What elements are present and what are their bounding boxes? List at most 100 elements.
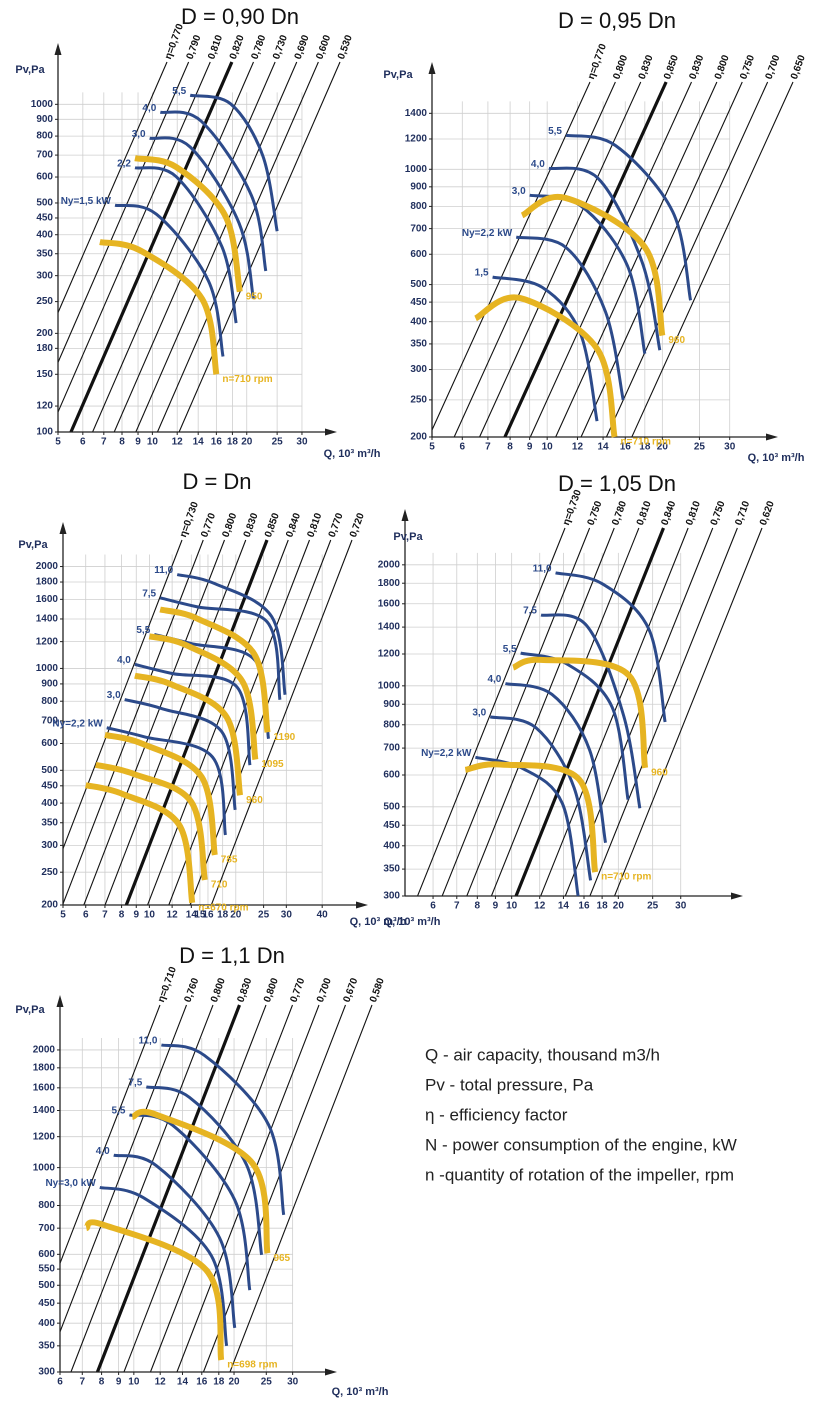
note: N - power consumption of the engine, kW: [425, 1135, 737, 1154]
y-tick-label: 1200: [33, 1131, 56, 1142]
efficiency-label: 0,700: [315, 976, 334, 1004]
curve-label: 7,5: [128, 1078, 142, 1089]
y-tick-label: 1600: [33, 1082, 56, 1093]
curve-label: 5,5: [503, 644, 517, 655]
y-tick-label: 1800: [378, 578, 401, 589]
curve-label: 3,0: [107, 690, 121, 701]
y-tick-label: 500: [36, 198, 53, 209]
x-tick-label: 6: [80, 437, 86, 448]
efficiency-label: 0,760: [182, 976, 201, 1004]
efficiency-label: 0,850: [662, 53, 681, 81]
x-tick-label: 18: [213, 1377, 225, 1388]
curve-label: n=698 rpm: [227, 1360, 277, 1371]
curve: [95, 761, 208, 881]
y-axis-arrow: [59, 522, 67, 534]
efficiency-label: 0,820: [228, 33, 247, 61]
x-tick-label: 40: [317, 910, 329, 921]
curve-label: 2,2: [117, 158, 131, 169]
x-tick-label: 15: [194, 910, 206, 921]
x-tick-label: 14: [186, 910, 198, 921]
curve: [104, 732, 218, 856]
efficiency-label: 0,770: [288, 976, 307, 1004]
curve-label: n=710 rpm: [601, 872, 651, 883]
x-tick-label: 8: [475, 901, 481, 912]
efficiency-label: 0,840: [659, 499, 678, 527]
efficiency-label: 0,800: [611, 53, 630, 81]
y-tick-label: 350: [36, 248, 53, 259]
efficiency-label: 0,580: [368, 976, 387, 1004]
y-tick-label: 1000: [31, 99, 54, 110]
curve-label: 7,5: [142, 588, 156, 599]
curve-label: 11,0: [154, 565, 173, 576]
chart-title: D = Dn: [182, 469, 251, 494]
y-tick-label: 900: [36, 114, 53, 125]
x-tick-label: 9: [527, 442, 533, 453]
efficiency-label: 0,810: [206, 33, 225, 61]
y-tick-label: 1200: [378, 649, 401, 660]
efficiency-label: 0,750: [586, 499, 605, 527]
y-tick-label: 350: [41, 817, 58, 828]
curve: [505, 682, 607, 844]
x-axis-label: Q, 10³ m³/h: [332, 1386, 389, 1398]
y-tick-label: 1000: [36, 663, 59, 674]
chart-title: D = 1,1 Dn: [179, 943, 285, 968]
x-tick-label: 8: [119, 910, 125, 921]
y-tick-label: 350: [410, 339, 427, 350]
efficiency-line: [202, 1004, 347, 1373]
x-tick-label: 14: [558, 901, 570, 912]
y-tick-label: 900: [410, 181, 427, 192]
efficiency-label: 0,810: [305, 511, 324, 539]
x-tick-label: 6: [57, 1377, 63, 1388]
y-tick-label: 1800: [33, 1062, 56, 1073]
x-tick-label: 14: [193, 437, 205, 448]
efficiency-line: [555, 81, 718, 438]
efficiency-label: 0,850: [263, 511, 282, 539]
efficiency-label: 0,800: [713, 53, 732, 81]
curve: [489, 715, 593, 881]
curve: [134, 672, 244, 796]
y-tick-label: 900: [383, 699, 400, 710]
y-axis-label: Pv,Pa: [393, 531, 423, 543]
curve-label: Ny=2,2 kW: [462, 228, 513, 239]
x-tick-label: 18: [217, 910, 229, 921]
efficiency-line: [147, 539, 289, 906]
efficiency-label: 0,690: [293, 33, 312, 61]
x-axis-label: Q, 10³ m³/h: [384, 916, 441, 928]
curve: [134, 155, 243, 293]
y-tick-label: 800: [383, 719, 400, 730]
x-tick-label: 12: [167, 910, 179, 921]
x-tick-label: 30: [296, 437, 308, 448]
y-tick-label: 1200: [405, 134, 428, 145]
y-tick-label: 2000: [378, 559, 401, 570]
y-tick-label: 800: [410, 201, 427, 212]
y-axis-label: Pv,Pa: [15, 64, 45, 76]
x-tick-label: 8: [119, 437, 125, 448]
y-tick-label: 450: [41, 780, 58, 791]
x-tick-label: 20: [230, 910, 242, 921]
curve: [515, 235, 625, 401]
y-tick-label: 400: [38, 1318, 55, 1329]
efficiency-line: [123, 1004, 267, 1373]
efficiency-label: 0,830: [242, 511, 261, 539]
x-tick-label: 8: [507, 442, 513, 453]
curve-label: 11,0: [138, 1036, 157, 1047]
curve: [565, 133, 693, 301]
efficiency-line: [135, 61, 298, 433]
curve: [134, 662, 252, 766]
x-tick-label: 25: [272, 437, 284, 448]
y-tick-label: 500: [410, 279, 427, 290]
y-tick-label: 1400: [405, 108, 428, 119]
curve-label: 785: [221, 855, 238, 866]
curve-label: n=710 rpm: [621, 437, 671, 448]
y-tick-label: 400: [41, 798, 58, 809]
chart-title: D = 1,05 Dn: [558, 471, 676, 496]
curve: [134, 166, 238, 324]
y-tick-label: 1400: [378, 622, 401, 633]
y-tick-label: 500: [41, 765, 58, 776]
curve-label: 4,0: [96, 1146, 110, 1157]
x-tick-label: 14: [598, 442, 610, 453]
curve-label: 3,0: [132, 129, 146, 140]
x-tick-label: 20: [228, 1377, 240, 1388]
curve: [176, 573, 287, 696]
curve-label: 4,0: [117, 655, 131, 666]
